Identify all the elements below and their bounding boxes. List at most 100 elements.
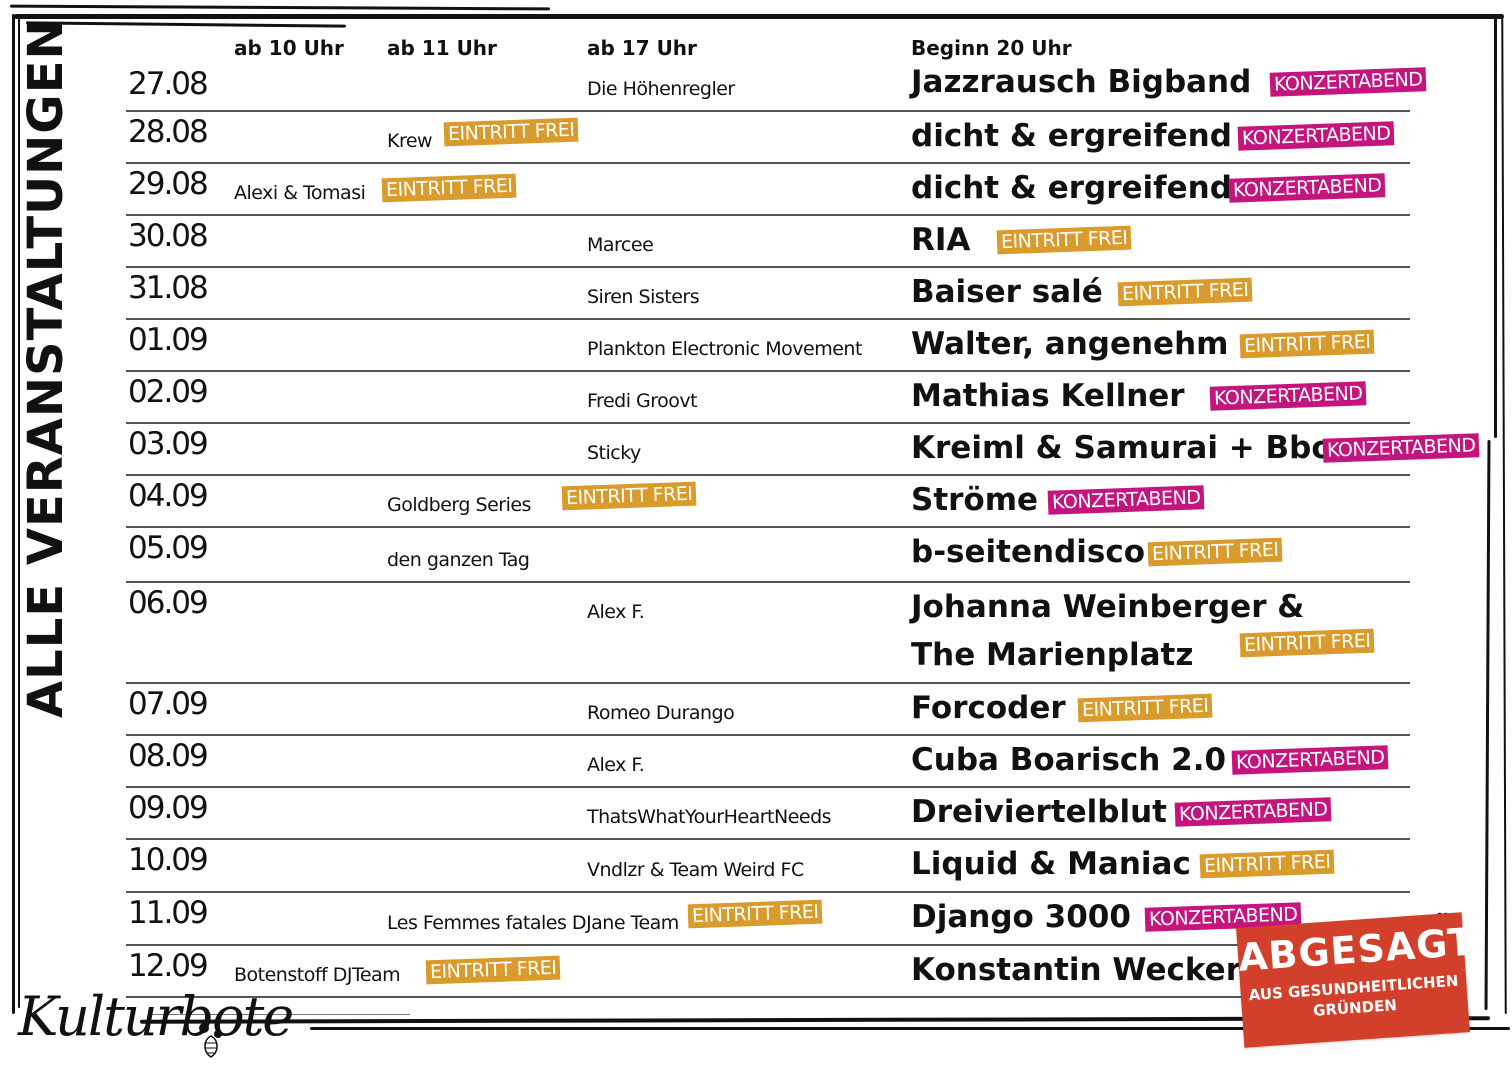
event-ab-10: Botenstoff DJTeam	[234, 964, 401, 986]
frame-line	[150, 1014, 410, 1015]
event-ab-17: Fredi Groovt	[587, 390, 698, 412]
badge-eintritt-frei: EINTRITT FREI	[1147, 537, 1283, 567]
headliner: Konstantin Wecker	[911, 952, 1241, 988]
headliner: Mathias Kellner	[911, 378, 1185, 414]
row-date: 29.08	[128, 166, 209, 202]
headliner: dicht & ergreifend	[911, 170, 1232, 206]
frame-line	[18, 18, 20, 1008]
event-ab-17: Alex F.	[587, 754, 645, 776]
table-row: 29.08 Alexi & Tomasi EINTRITT FREI dicht & …	[126, 164, 1410, 216]
column-header-ab-17: ab 17 Uhr	[587, 36, 697, 60]
headliner: Liquid & Maniac	[911, 846, 1191, 882]
headliner: Kreiml & Samurai + Bbou	[911, 430, 1355, 466]
event-ab-11: Les Femmes fatales DJane Team	[387, 912, 679, 934]
event-ab-17: Marcee	[587, 234, 654, 256]
badge-konzertabend: KONZERTABEND	[1174, 797, 1332, 827]
row-date: 08.09	[128, 738, 209, 774]
cancelled-sticker: ABGESAGT AUS GESUNDHEITLICHEN GRÜNDEN	[1236, 912, 1476, 1048]
frame-line	[1484, 439, 1491, 1011]
row-date: 30.08	[128, 218, 209, 254]
badge-konzertabend: KONZERTABEND	[1209, 381, 1367, 411]
row-date: 11.09	[128, 895, 209, 931]
table-row: 02.09 Fredi Groovt Mathias Kellner KONZERTA…	[126, 372, 1410, 424]
event-ab-17: Alex F.	[587, 601, 645, 623]
table-row: 31.08 Siren Sisters Baiser salé EINTRITT FR…	[126, 268, 1410, 320]
badge-konzertabend: KONZERTABEND	[1322, 433, 1480, 463]
badge-eintritt-frei: EINTRITT FREI	[443, 117, 579, 147]
headliner: Jazzrausch Bigband	[911, 64, 1252, 100]
row-date: 09.09	[128, 790, 209, 826]
frame-line	[310, 1027, 1510, 1030]
column-header-beginn-20: Beginn 20 Uhr	[911, 36, 1072, 60]
kulturbote-logo: Kulturbote	[18, 985, 294, 1048]
frame-line	[1494, 18, 1497, 438]
badge-eintritt-frei: EINTRITT FREI	[1239, 628, 1375, 658]
headliner: dicht & ergreifend	[911, 118, 1232, 154]
event-ab-17: Sticky	[587, 442, 641, 464]
table-row: 03.09 Sticky Kreiml & Samurai + Bbou KONZER…	[126, 424, 1480, 476]
headliner: b-seitendisco	[911, 534, 1146, 570]
frame-line	[9, 4, 551, 11]
row-date: 06.09	[128, 585, 209, 621]
badge-eintritt-frei: EINTRITT FREI	[1077, 693, 1213, 723]
headliner: Cuba Boarisch 2.0	[911, 742, 1227, 778]
table-row: 07.09 Romeo Durango Forcoder EINTRITT FREI	[126, 684, 1410, 736]
event-ab-17: Siren Sisters	[587, 286, 700, 308]
table-row: 05.09 den ganzen Tag b-seitendisco EINTRITT…	[126, 528, 1410, 583]
frame-line	[1501, 13, 1507, 1015]
page-title: ALLE VERANSTALTUNGEN	[18, 18, 74, 718]
row-date: 02.09	[128, 374, 209, 410]
headliner-line2: The Marienplatz	[911, 637, 1194, 673]
badge-eintritt-frei: EINTRITT FREI	[1199, 849, 1335, 879]
row-date: 04.09	[128, 478, 209, 514]
row-date: 31.08	[128, 270, 209, 306]
event-ab-17: Vndlzr & Team Weird FC	[587, 859, 804, 881]
badge-konzertabend: KONZERTABEND	[1231, 745, 1389, 775]
badge-eintritt-frei: EINTRITT FREI	[1239, 329, 1375, 359]
headliner: Johanna Weinberger &	[911, 589, 1305, 625]
table-row: 30.08 Marcee RIA EINTRITT FREI	[126, 216, 1410, 268]
badge-eintritt-frei: EINTRITT FREI	[425, 955, 561, 985]
badge-eintritt-frei: EINTRITT FREI	[996, 225, 1132, 255]
row-date: 01.09	[128, 322, 209, 358]
row-date: 12.09	[128, 948, 209, 984]
table-row: 01.09 Plankton Electronic Movement Walter,…	[126, 320, 1410, 372]
badge-eintritt-frei: EINTRITT FREI	[687, 899, 823, 929]
headliner: Django 3000	[911, 899, 1131, 935]
badge-eintritt-frei: EINTRITT FREI	[381, 173, 517, 203]
badge-konzertabend: KONZERTABEND	[1269, 67, 1427, 97]
event-ab-10: Alexi & Tomasi	[234, 182, 366, 204]
table-row: 04.09 Goldberg Series EINTRITT FREI Ströme K…	[126, 476, 1410, 528]
table-row: 10.09 Vndlzr & Team Weird FC Liquid & Mani…	[126, 840, 1410, 893]
event-ab-17: Die Höhenregler	[587, 78, 735, 100]
badge-eintritt-frei: EINTRITT FREI	[561, 481, 697, 511]
hop-icon	[199, 1023, 222, 1058]
headliner: Walter, angenehm	[911, 326, 1229, 362]
column-header-ab-11: ab 11 Uhr	[387, 36, 497, 60]
row-date: 05.09	[128, 530, 209, 566]
cancelled-headline: ABGESAGT	[1236, 919, 1476, 980]
headliner: RIA	[911, 222, 971, 258]
event-ab-17: ThatsWhatYourHeartNeeds	[587, 806, 832, 828]
column-header-ab-10: ab 10 Uhr	[234, 36, 344, 60]
table-row: 12.09 Botenstoff DJTeam EINTRITT FREI Konst…	[126, 946, 1410, 998]
table-row: 09.09 ThatsWhatYourHeartNeeds Dreiviertelb…	[126, 788, 1410, 840]
event-ab-11: den ganzen Tag	[387, 549, 530, 571]
frame-line	[14, 14, 1504, 19]
badge-konzertabend: KONZERTABEND	[1237, 121, 1395, 151]
headliner: Ströme	[911, 482, 1039, 518]
headliner: Dreiviertelblut	[911, 794, 1167, 830]
table-row: 28.08 Krew EINTRITT FREI dicht & ergreifend…	[126, 112, 1410, 164]
headliner: Forcoder	[911, 690, 1066, 726]
row-date: 28.08	[128, 114, 209, 150]
event-ab-17: Plankton Electronic Movement	[587, 338, 862, 360]
event-ab-11: Krew	[387, 130, 433, 152]
row-date: 27.08	[128, 66, 209, 102]
table-row: 27.08 Die Höhenregler Jazzrausch Bigband KO…	[126, 64, 1427, 112]
row-date: 03.09	[128, 426, 209, 462]
badge-konzertabend: KONZERTABEND	[1228, 173, 1386, 203]
headliner: Baiser salé	[911, 274, 1103, 310]
row-date: 10.09	[128, 842, 209, 878]
event-ab-11: Goldberg Series	[387, 494, 531, 516]
badge-eintritt-frei: EINTRITT FREI	[1117, 277, 1253, 307]
